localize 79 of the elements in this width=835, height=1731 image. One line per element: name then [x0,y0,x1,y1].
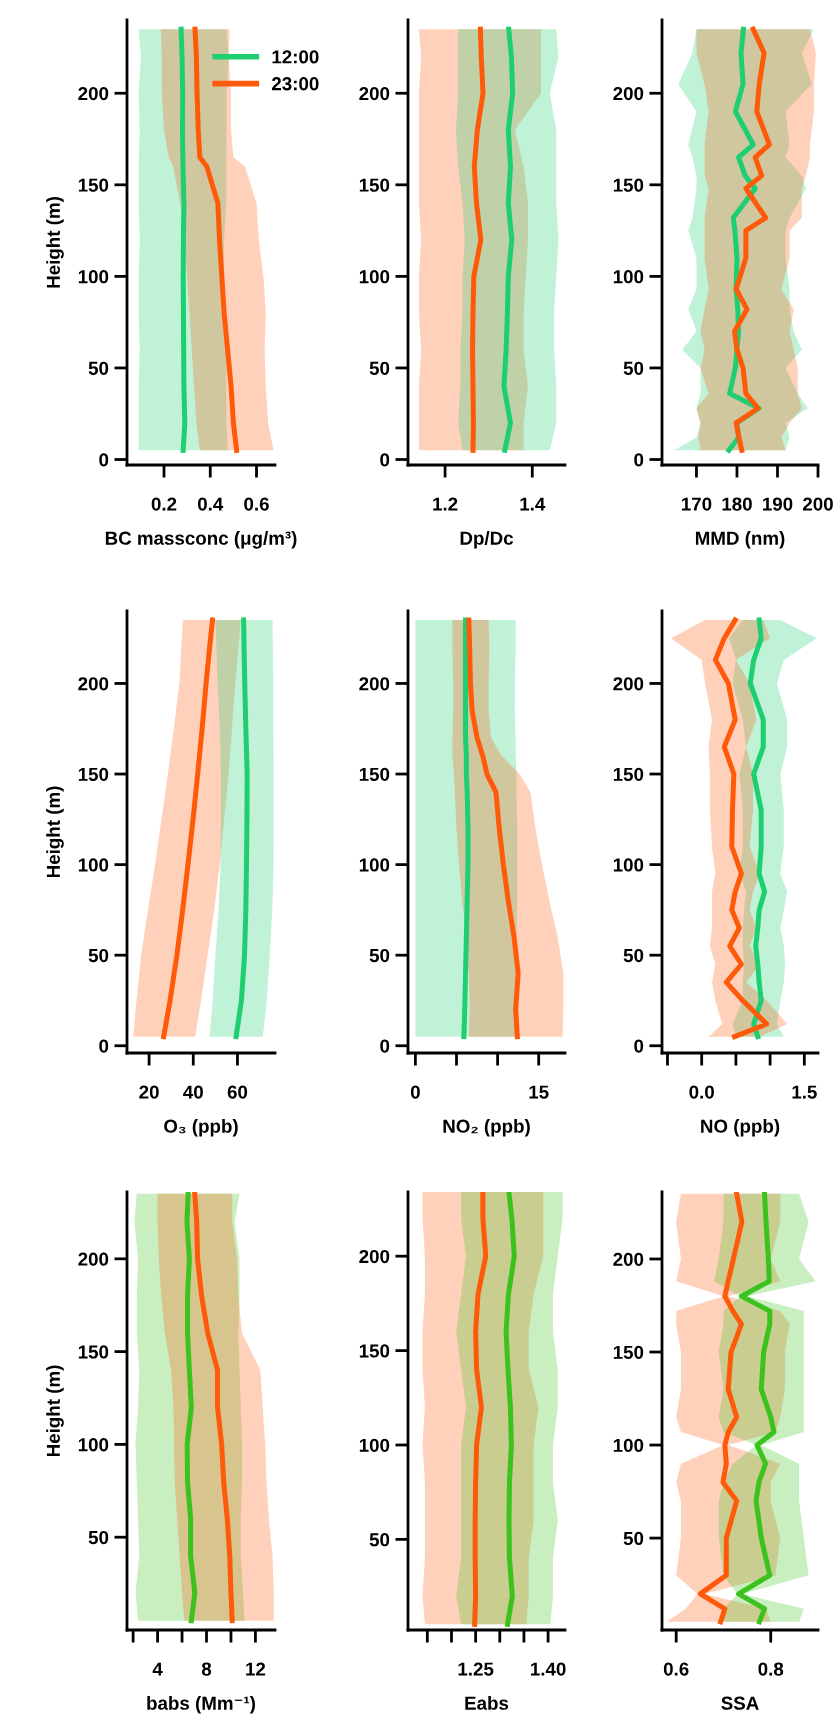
y-tick-label: 150 [78,178,109,192]
x-tick-label: 190 [763,497,793,511]
y-tick-label: 200 [613,1252,644,1266]
x-tick-label: 1.25 [458,1662,494,1676]
x-axis-title: NO (ppb) [701,1119,780,1137]
x-tick-label: 60 [227,1085,248,1099]
y-tick-label: 200 [613,677,644,691]
y-tick-label: 100 [78,270,109,284]
legend-label: 12:00 [272,50,319,64]
y-tick-label: 150 [359,1344,390,1358]
y-tick-label: 50 [369,948,390,963]
x-tick-label: 0.6 [663,1662,689,1676]
x-axis-title: babs (Mm⁻¹) [147,1696,256,1714]
y-tick-label: 50 [623,1531,644,1546]
x-tick-label: 1.4 [520,497,546,511]
x-tick-label: 4 [152,1662,163,1676]
y-tick-label: 100 [613,1438,644,1453]
y-tick-label: 150 [359,767,390,782]
x-tick-label: 0.6 [244,497,269,511]
y-tick-label: 150 [613,767,644,782]
y-tick-label: 0 [380,1039,390,1053]
y-tick-label: 0 [634,1039,644,1053]
y-tick-label: 100 [78,858,109,872]
x-tick-label: 0.4 [197,497,224,511]
y-tick-label: 0 [634,453,644,467]
x-tick-label: 0.0 [689,1085,714,1099]
y-tick-label: 200 [78,677,109,691]
y-tick-label: 150 [613,178,644,192]
y-tick-label: 150 [613,1345,644,1359]
y-tick-label: 100 [613,270,644,284]
y-tick-label: 50 [623,361,644,375]
y-tick-label: 0 [99,1039,109,1053]
y-tick-label: 100 [359,270,390,284]
x-tick-label: 200 [803,497,833,511]
y-tick-label: 150 [359,178,390,192]
x-tick-label: 0 [410,1085,420,1099]
x-tick-label: 1.40 [531,1662,566,1676]
y-tick-label: 150 [78,1345,109,1359]
y-tick-label: 50 [88,948,109,963]
y-tick-label: 50 [369,1533,390,1547]
x-tick-label: 20 [139,1085,159,1099]
y-tick-label: 200 [78,86,109,101]
y-tick-label: 0 [99,453,109,467]
legend-label: 23:00 [272,77,319,91]
y-tick-label: 200 [359,677,390,691]
y-axis-title: Height (m) [46,197,64,288]
y-tick-label: 200 [613,86,644,101]
x-tick-label: 1.5 [792,1085,817,1099]
x-axis-title: Eabs [465,1696,509,1710]
x-axis-title: BC massconc (μg/m³) [105,531,297,549]
y-axis-title: Height (m) [46,786,64,878]
x-tick-label: 12 [246,1662,266,1676]
x-tick-label: 0.2 [151,497,177,511]
x-tick-label: 0.8 [758,1662,784,1676]
x-tick-label: 170 [681,497,712,511]
x-tick-label: 1.2 [433,497,458,511]
x-tick-label: 40 [183,1085,203,1099]
x-tick-label: 8 [201,1662,212,1676]
y-tick-label: 50 [623,948,644,963]
x-axis-title: NO₂ (ppb) [443,1119,530,1137]
y-tick-label: 100 [359,858,390,872]
x-tick-label: 180 [722,497,752,511]
x-axis-title: MMD (nm) [695,531,785,549]
y-tick-label: 50 [88,1530,109,1545]
y-tick-label: 100 [78,1438,109,1452]
y-tick-label: 50 [88,361,109,375]
x-axis-title: O₃ (ppb) [164,1119,238,1137]
y-tick-label: 100 [613,858,644,872]
y-axis-title: Height (m) [46,1365,64,1457]
y-tick-label: 200 [359,86,390,101]
y-tick-label: 0 [380,453,390,467]
y-tick-label: 100 [359,1438,390,1452]
y-tick-label: 50 [369,361,390,375]
y-tick-label: 150 [78,767,109,782]
x-axis-title: Dp/Dc [460,531,514,549]
y-tick-label: 200 [78,1252,109,1266]
x-tick-label: 15 [529,1085,549,1099]
x-axis-title: SSA [721,1696,759,1710]
y-tick-label: 200 [359,1249,390,1264]
